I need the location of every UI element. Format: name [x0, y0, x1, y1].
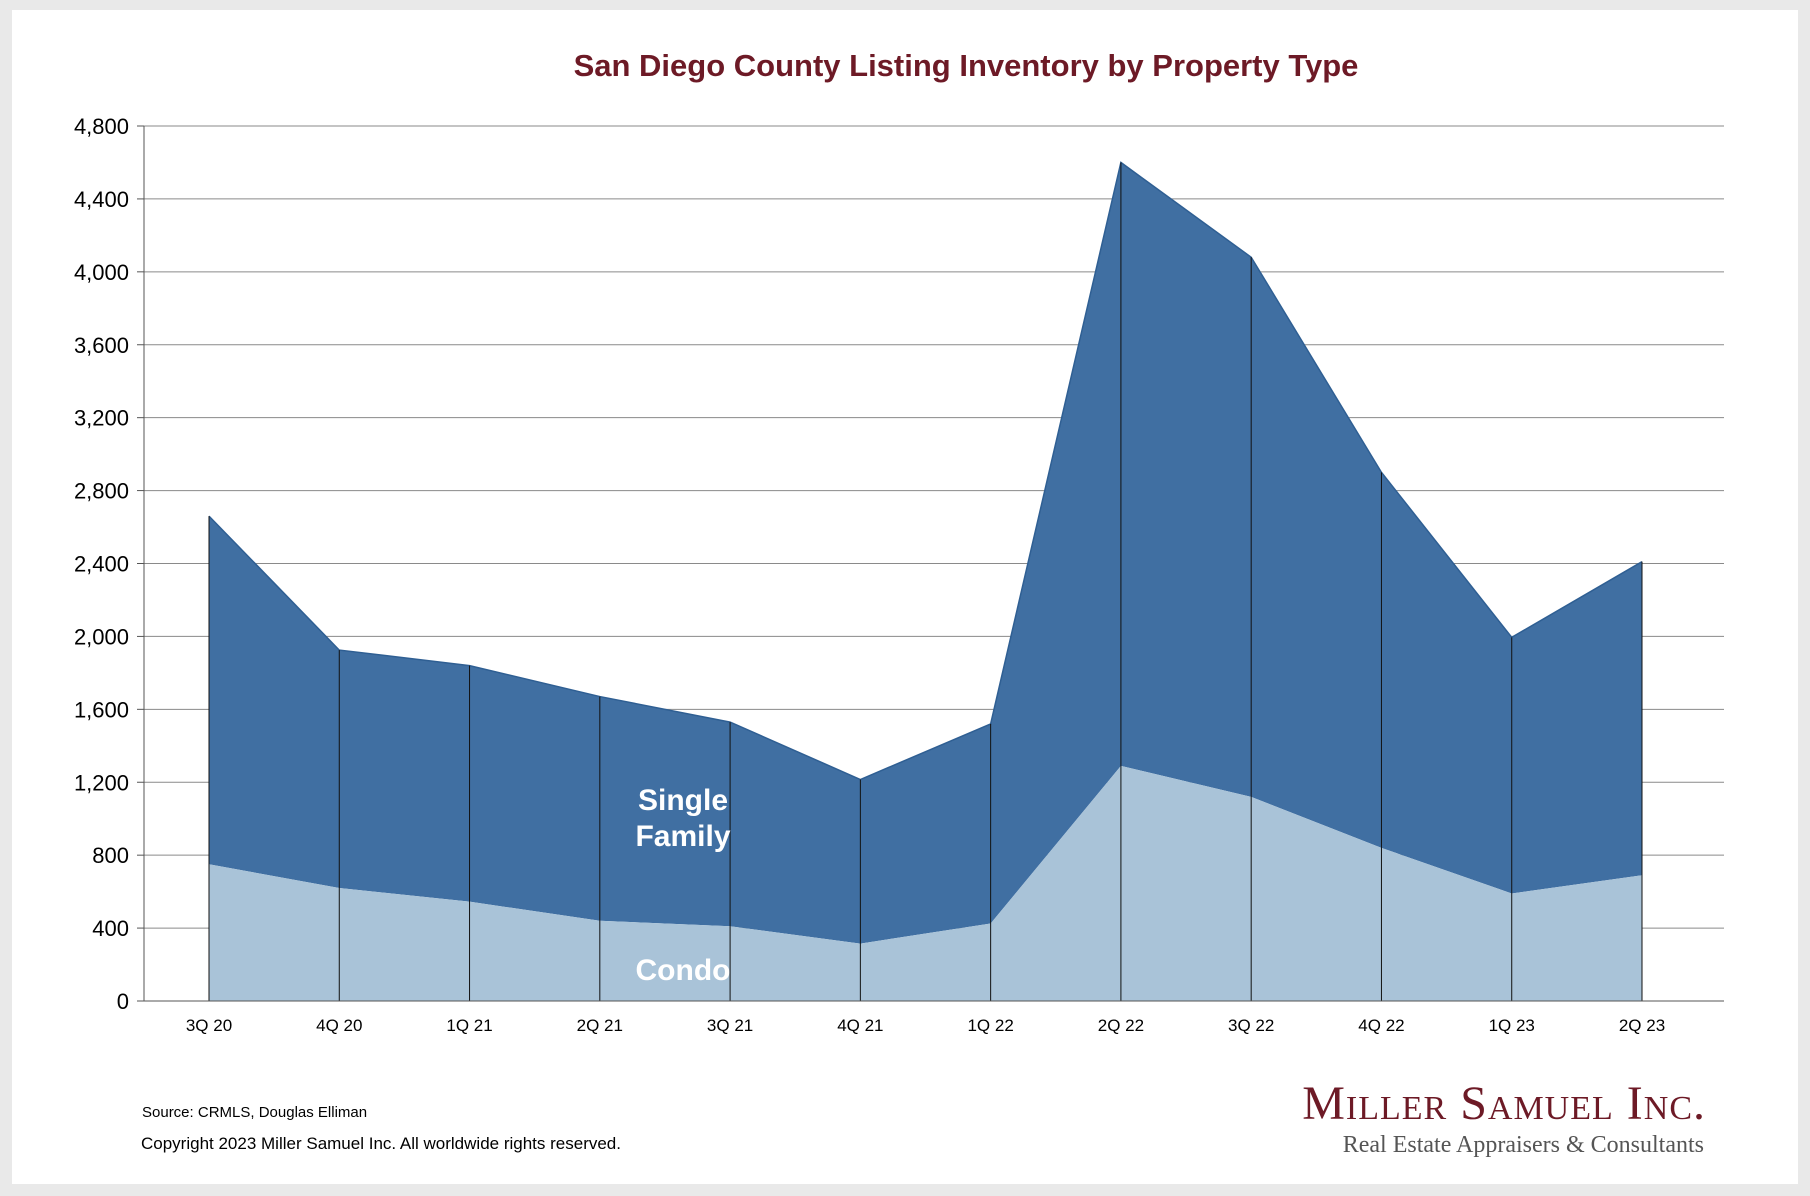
- y-tick-label: 1,600: [74, 697, 129, 722]
- x-tick-label: 4Q 20: [316, 1016, 362, 1035]
- x-tick-label: 1Q 23: [1489, 1016, 1535, 1035]
- y-tick-label: 4,400: [74, 187, 129, 212]
- y-tick-label: 3,600: [74, 333, 129, 358]
- area-layers: [208, 161, 1643, 1001]
- area-single-family: [209, 162, 1642, 944]
- y-tick-label: 0: [117, 989, 129, 1014]
- y-tick-label: 2,400: [74, 552, 129, 577]
- copyright-note: Copyright 2023 Miller Samuel Inc. All wo…: [141, 1134, 621, 1153]
- company-logo-name: Miller Samuel Inc.: [1302, 1077, 1706, 1130]
- source-note: Source: CRMLS, Douglas Elliman: [142, 1104, 368, 1121]
- y-tick-label: 4,800: [74, 114, 129, 139]
- axes: 0 400 800 1,200 1,600 2,000 2,400 2,800 3,200 3,6…: [74, 114, 1724, 1035]
- x-tick-label: 2Q 22: [1098, 1016, 1144, 1035]
- y-tick-label: 400: [92, 916, 129, 941]
- y-tick-label: 800: [92, 843, 129, 868]
- y-tick-label: 3,200: [74, 406, 129, 431]
- chart-title: San Diego County Listing Inventory by Pr…: [574, 48, 1359, 83]
- series-label-condo: Condo: [636, 954, 731, 987]
- y-tick-label: 2,800: [74, 479, 129, 504]
- x-tick-label: 2Q 23: [1619, 1016, 1665, 1035]
- y-tick-label: 4,000: [74, 260, 129, 285]
- x-tick-label: 1Q 22: [967, 1016, 1013, 1035]
- x-tick-label: 3Q 22: [1228, 1016, 1274, 1035]
- y-tick-label: 2,000: [74, 624, 129, 649]
- category-droplines: [208, 162, 1643, 1001]
- area-condo: [209, 765, 1642, 1001]
- chart-card: San Diego County Listing Inventory by Pr…: [12, 10, 1798, 1184]
- chart: San Diego County Listing Inventory by Pr…: [74, 48, 1724, 1035]
- x-tick-label: 4Q 21: [837, 1016, 883, 1035]
- series-label-single-family: Single Family: [635, 784, 730, 853]
- y-tick-label: 1,200: [74, 770, 129, 795]
- company-logo-tagline: Real Estate Appraisers & Consultants: [1342, 1132, 1704, 1158]
- x-tick-label: 3Q 20: [186, 1016, 232, 1035]
- series-labels: Single Family Condo: [635, 784, 730, 987]
- x-tick-label: 3Q 21: [707, 1016, 753, 1035]
- total-line: [208, 161, 1643, 781]
- x-tick-label: 2Q 21: [577, 1016, 623, 1035]
- x-tick-label: 1Q 21: [446, 1016, 492, 1035]
- x-tick-label: 4Q 22: [1358, 1016, 1404, 1035]
